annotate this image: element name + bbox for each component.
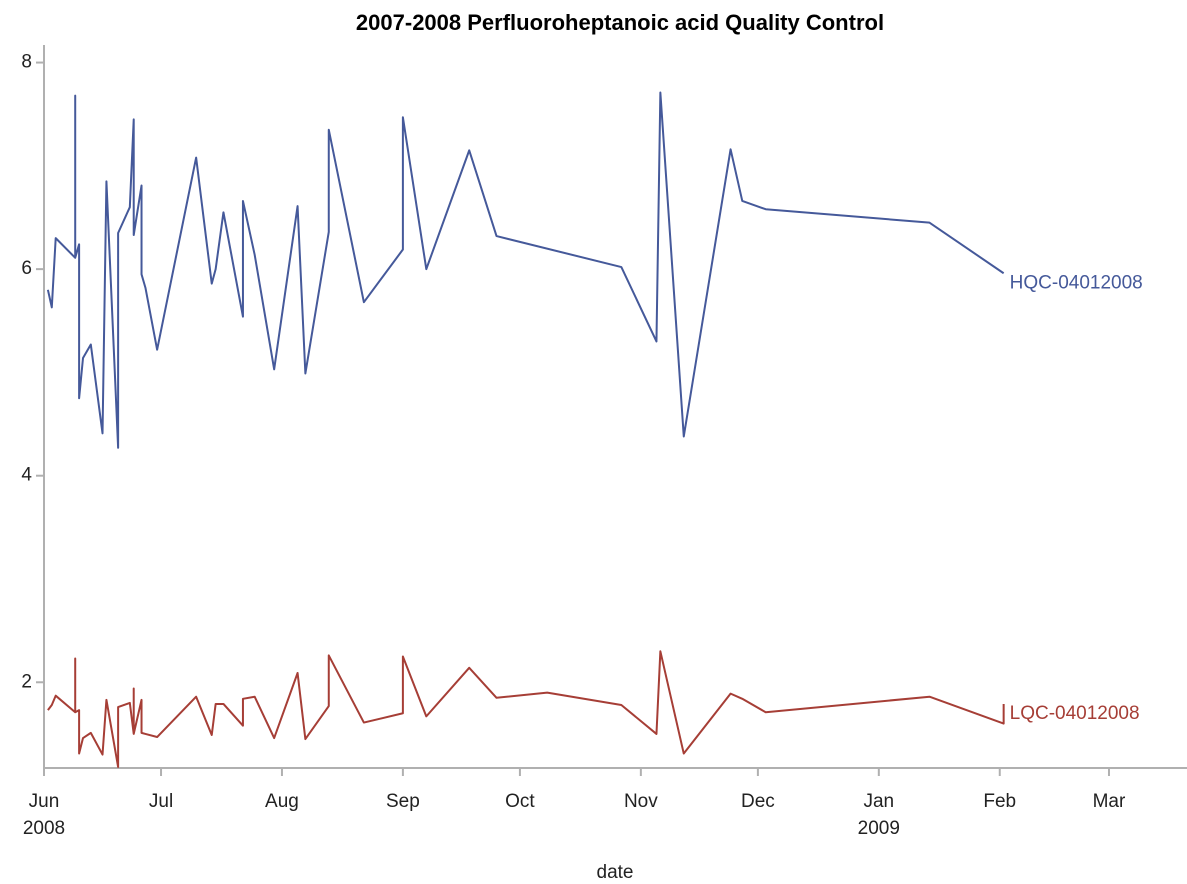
x-tick-year-label: 2008 [23, 818, 65, 839]
x-tick-label: Jan [863, 791, 894, 812]
chart-title: 2007-2008 Perfluoroheptanoic acid Qualit… [356, 10, 884, 35]
x-tick-label: Mar [1093, 791, 1126, 812]
series-label: HQC-04012008 [1010, 272, 1143, 293]
series-label: LQC-04012008 [1010, 703, 1140, 724]
x-tick-label: Feb [983, 791, 1016, 812]
x-tick-label: Dec [741, 791, 775, 812]
x-axis-label: date [597, 862, 634, 883]
x-tick-label: Nov [624, 791, 658, 812]
y-tick-label: 8 [21, 52, 32, 73]
y-tick-label: 2 [21, 671, 32, 692]
y-tick-label: 4 [21, 465, 32, 486]
series-line [46, 91, 1005, 449]
x-tick-label: Aug [265, 791, 299, 812]
x-tick-label: Jul [149, 791, 173, 812]
series-line [47, 650, 1005, 768]
y-tick-label: 6 [21, 258, 32, 279]
x-tick-label: Sep [386, 791, 420, 812]
x-tick-label: Oct [505, 791, 535, 812]
x-tick-label: Jun [29, 791, 60, 812]
x-tick-year-label: 2009 [858, 818, 900, 839]
